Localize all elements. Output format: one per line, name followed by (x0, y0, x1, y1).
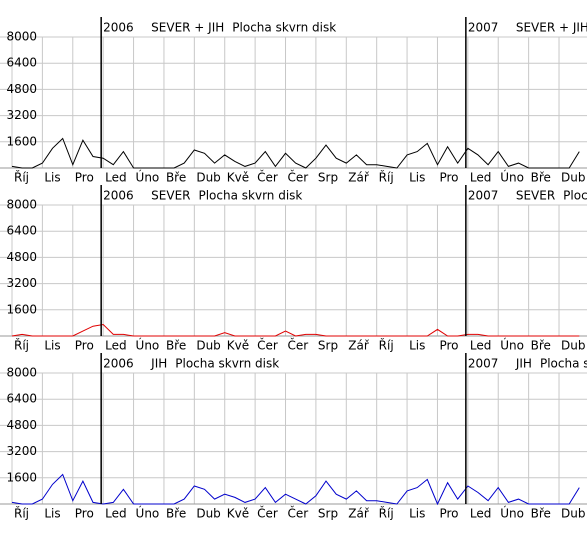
y-tick-label: 6400 (6, 224, 37, 238)
year-label: 2007 (468, 357, 499, 371)
x-tick-label: Pro (75, 171, 94, 185)
x-tick-label: Čer (257, 506, 278, 521)
x-tick-label: Úno (500, 170, 524, 185)
x-tick-label: Dub (196, 171, 220, 185)
x-tick-label: Pro (75, 507, 94, 521)
y-tick-label: 4800 (6, 82, 37, 96)
x-tick-label: Lis (409, 171, 425, 185)
panel-subtitle: Plocha skvrn disk (175, 357, 279, 371)
x-tick-label: Čer (288, 170, 309, 185)
x-tick-label: Čer (288, 338, 309, 353)
panel-subtitle: Plocha skvrn disk (198, 189, 302, 203)
x-tick-label: Dub (561, 339, 585, 353)
x-tick-label: Říj (379, 338, 394, 353)
x-tick-label: Pro (439, 507, 458, 521)
x-tick-label: Bře (531, 171, 551, 185)
x-tick-label: Dub (561, 507, 585, 521)
x-tick-label: Říj (379, 506, 394, 521)
panel-title: SEVER (516, 189, 555, 203)
x-tick-label: Úno (136, 338, 160, 353)
x-tick-label: Led (105, 171, 126, 185)
year-label: 2006 (103, 357, 134, 371)
x-tick-label: Bře (531, 339, 551, 353)
y-tick-label: 3200 (6, 108, 37, 122)
y-tick-label: 1600 (6, 134, 37, 148)
panel-subtitle: Plocha skvrn disk (563, 189, 587, 203)
panel-subtitle: Plocha skvrn disk (540, 357, 587, 371)
y-tick-label: 8000 (6, 366, 37, 380)
y-tick-label: 3200 (6, 444, 37, 458)
x-tick-label: Srp (318, 171, 338, 185)
y-tick-label: 6400 (6, 392, 37, 406)
panel-subtitle: Plocha skvrn disk (232, 21, 336, 35)
x-tick-label: Říj (14, 170, 29, 185)
year-label: 2007 (468, 21, 499, 35)
x-tick-label: Led (470, 171, 491, 185)
x-tick-label: Dub (561, 171, 585, 185)
x-tick-label: Srp (318, 507, 338, 521)
x-tick-label: Říj (379, 170, 394, 185)
y-tick-label: 4800 (6, 250, 37, 264)
x-tick-label: Lis (409, 507, 425, 521)
x-tick-label: Pro (439, 171, 458, 185)
year-label: 2007 (468, 189, 499, 203)
x-tick-label: Zář (348, 171, 370, 185)
y-tick-label: 4800 (6, 418, 37, 432)
x-tick-label: Kvě (227, 339, 249, 353)
x-tick-label: Zář (348, 507, 370, 521)
x-tick-label: Říj (14, 506, 29, 521)
x-tick-label: Úno (136, 506, 160, 521)
x-tick-label: Úno (500, 338, 524, 353)
x-tick-label: Čer (257, 170, 278, 185)
x-tick-label: Dub (196, 507, 220, 521)
x-tick-label: Pro (75, 339, 94, 353)
x-tick-label: Kvě (227, 171, 249, 185)
x-tick-label: Kvě (227, 507, 249, 521)
x-tick-label: Bře (166, 507, 186, 521)
x-tick-label: Srp (318, 339, 338, 353)
y-tick-label: 8000 (6, 30, 37, 44)
x-tick-label: Led (470, 507, 491, 521)
x-tick-label: Úno (500, 506, 524, 521)
y-tick-label: 6400 (6, 56, 37, 70)
x-tick-label: Dub (196, 339, 220, 353)
data-line (11, 137, 580, 169)
year-label: 2006 (103, 189, 134, 203)
year-label: 2006 (103, 21, 134, 35)
x-tick-label: Zář (348, 339, 370, 353)
data-line (11, 473, 580, 506)
y-tick-label: 1600 (6, 302, 37, 316)
y-tick-label: 1600 (6, 470, 37, 484)
panel-title: JIH (515, 357, 532, 371)
data-line (11, 323, 580, 337)
x-tick-label: Úno (136, 170, 160, 185)
x-tick-label: Říj (14, 338, 29, 353)
x-tick-label: Lis (44, 507, 60, 521)
x-tick-label: Bře (166, 339, 186, 353)
x-tick-label: Led (105, 507, 126, 521)
x-tick-label: Lis (409, 339, 425, 353)
x-tick-label: Led (105, 339, 126, 353)
y-tick-label: 3200 (6, 276, 37, 290)
panel-title: SEVER (151, 189, 190, 203)
y-tick-label: 8000 (6, 198, 37, 212)
x-tick-label: Bře (166, 171, 186, 185)
x-tick-label: Bře (531, 507, 551, 521)
x-tick-label: Lis (44, 339, 60, 353)
x-tick-label: Čer (257, 338, 278, 353)
panel-title: SEVER + JIH (151, 21, 224, 35)
x-tick-label: Čer (288, 506, 309, 521)
panel-title: JIH (150, 357, 167, 371)
x-tick-label: Led (470, 339, 491, 353)
x-tick-label: Lis (44, 171, 60, 185)
x-tick-label: Pro (439, 339, 458, 353)
panel-title: SEVER + JIH (516, 21, 587, 35)
